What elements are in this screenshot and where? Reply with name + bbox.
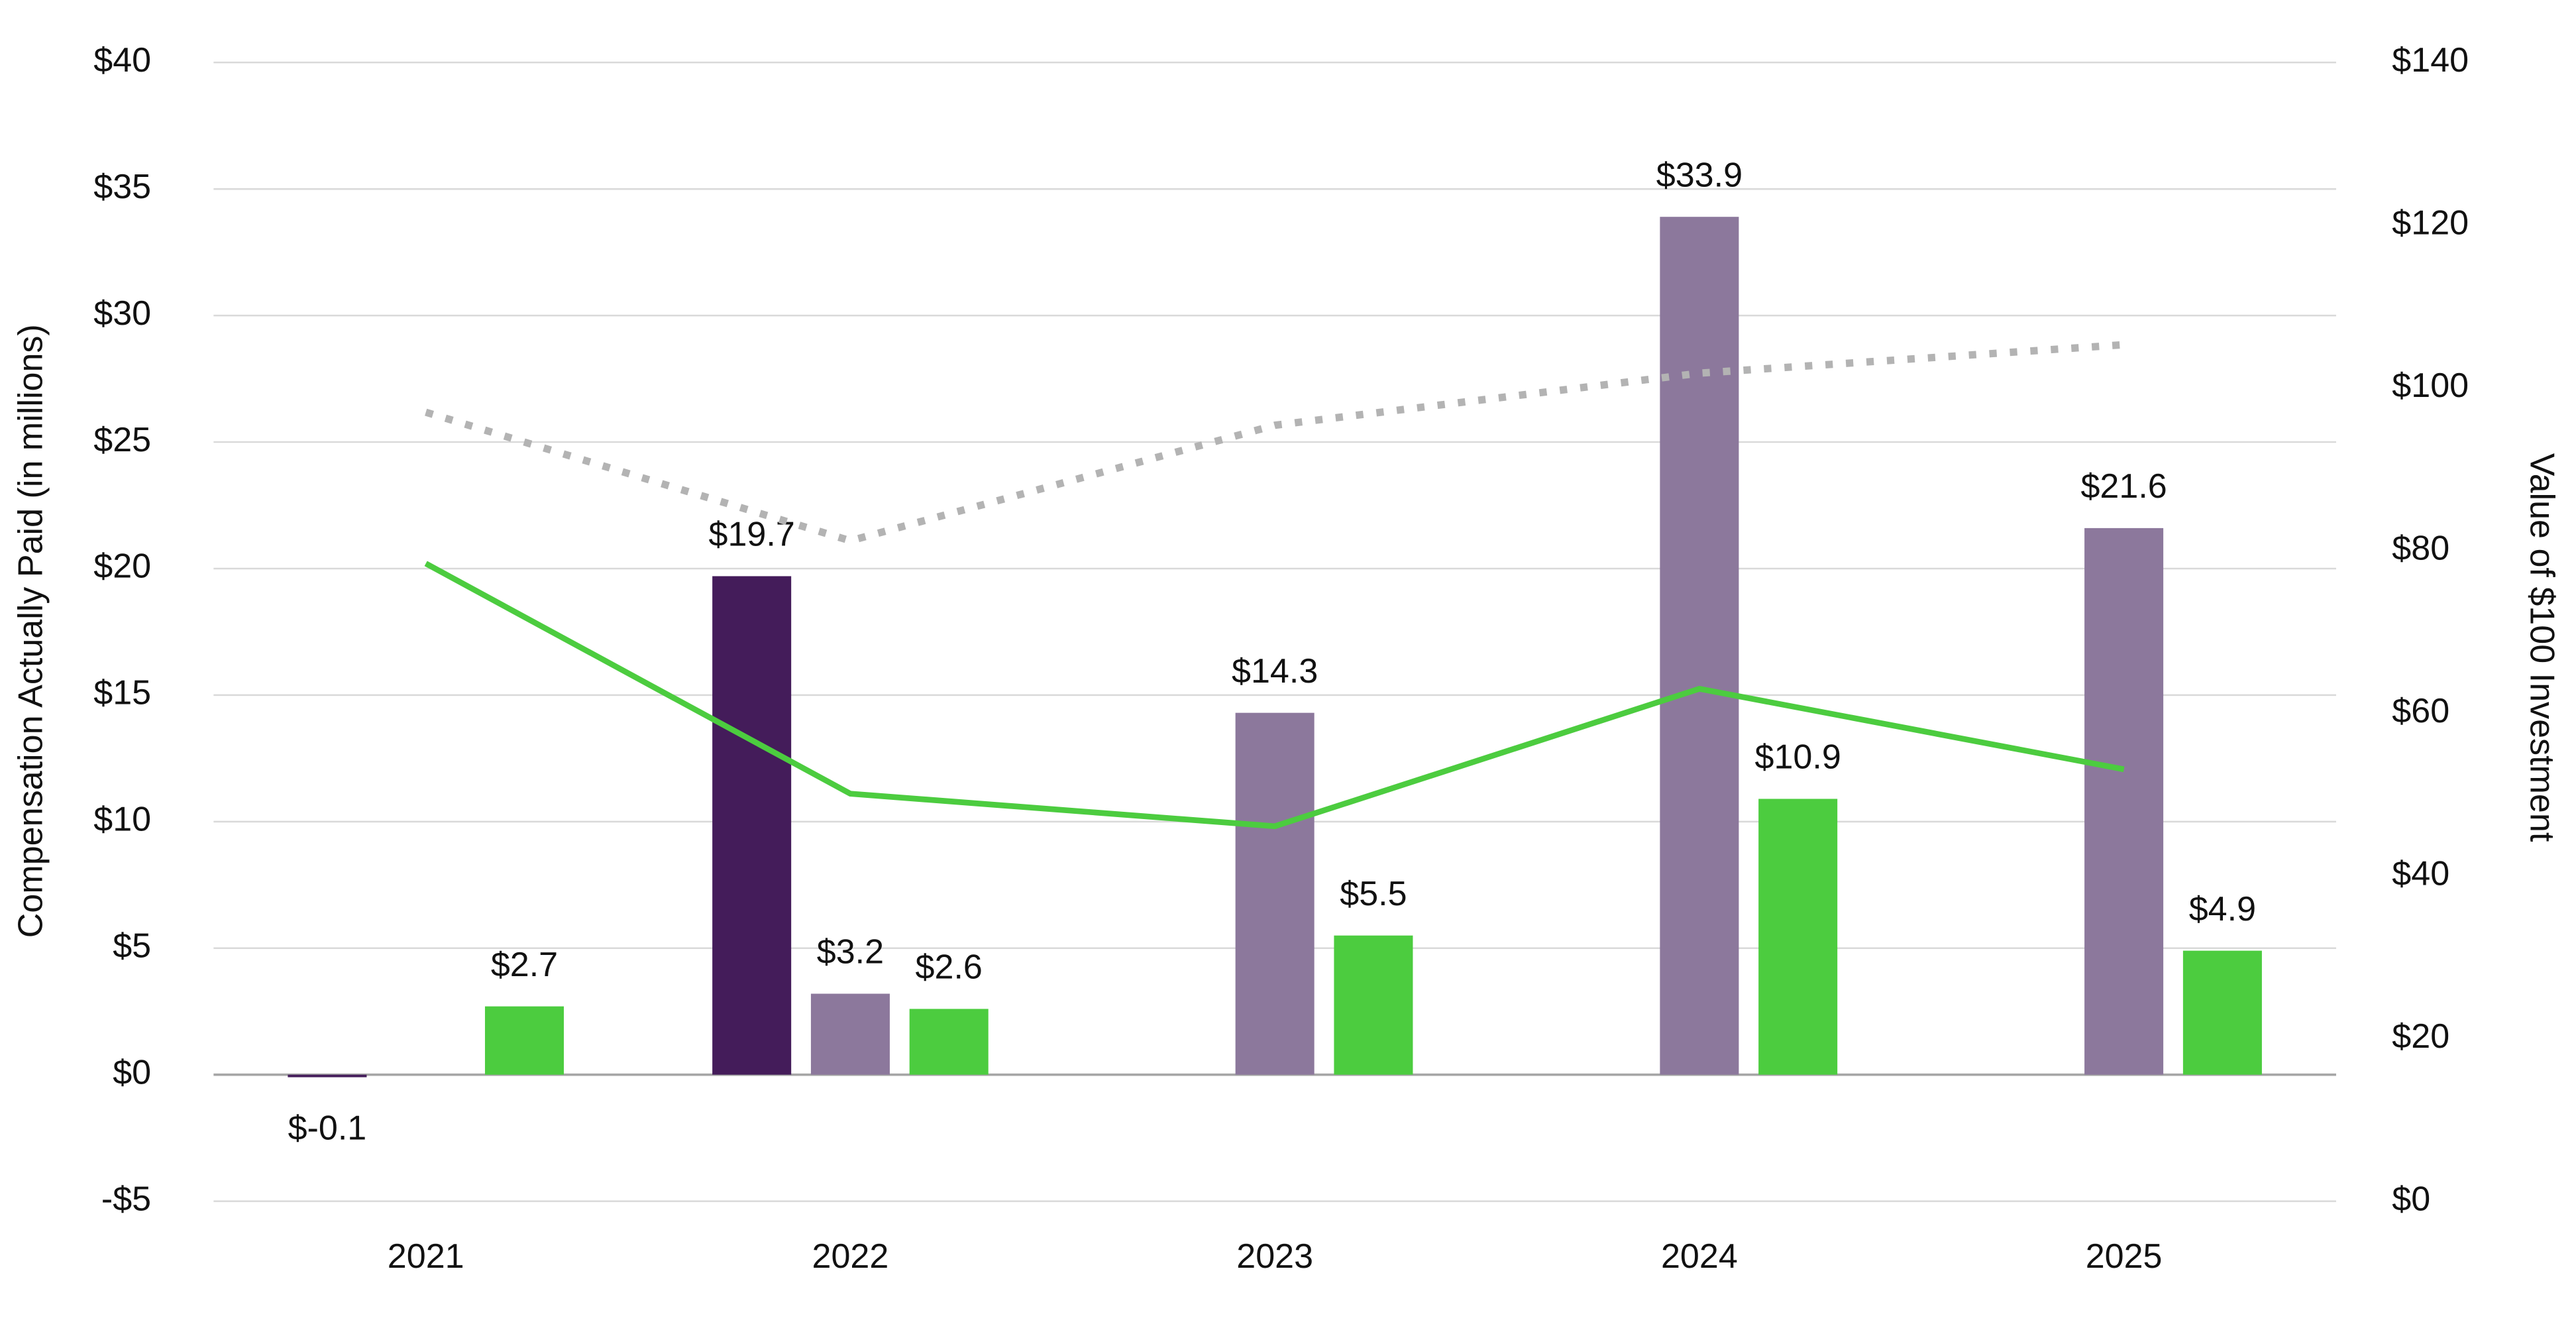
x-tick-label: 2022 [812, 1237, 889, 1276]
data-label: $21.6 [2080, 467, 2167, 506]
x-tick-label: 2025 [2086, 1237, 2163, 1276]
line [425, 341, 2124, 545]
data-label: $-0.1 [288, 1109, 367, 1148]
data-label: $10.9 [1755, 738, 1841, 777]
bar [484, 1006, 564, 1075]
data-label: $14.3 [1232, 652, 1318, 691]
y2-tick-label: $60 [2392, 692, 2449, 730]
x-tick-label: 2023 [1236, 1237, 1313, 1276]
y-tick-label: $25 [93, 421, 151, 459]
data-label: $2.6 [916, 948, 983, 987]
y2-tick-label: $20 [2392, 1017, 2449, 1056]
bar [1758, 799, 1838, 1075]
data-label: $33.9 [1656, 156, 1743, 194]
y-tick-label: $30 [93, 294, 151, 333]
y-tick-label: $10 [93, 801, 151, 839]
bar [1334, 935, 1413, 1075]
x-tick-label: 2024 [1661, 1237, 1738, 1276]
y2-tick-label: $120 [2392, 203, 2469, 242]
data-label: $4.9 [2189, 890, 2256, 928]
bar [2182, 950, 2262, 1075]
bar [712, 576, 792, 1075]
data-label: $3.2 [817, 933, 884, 972]
y-tick-label: -$5 [101, 1180, 151, 1218]
y2-tick-label: $80 [2392, 529, 2449, 567]
y-tick-label: $5 [113, 927, 151, 966]
y-tick-label: $35 [93, 168, 151, 206]
bar [1235, 712, 1315, 1075]
bar [288, 1074, 367, 1078]
y-tick-label: $0 [113, 1053, 151, 1091]
y2-tick-label: $140 [2392, 41, 2469, 80]
bar [909, 1009, 989, 1075]
y2-tick-label: $40 [2392, 854, 2449, 893]
data-label: $5.5 [1340, 875, 1407, 913]
y2-tick-label: $0 [2392, 1180, 2430, 1218]
y-tick-label: $15 [93, 674, 151, 712]
y2-tick-label: $100 [2392, 366, 2469, 405]
bar [810, 993, 890, 1075]
data-label: $2.7 [491, 946, 558, 984]
bar [2084, 528, 2164, 1075]
x-tick-label: 2021 [388, 1237, 464, 1276]
line [424, 561, 2125, 830]
bar [1660, 217, 1739, 1075]
y-tick-label: $40 [93, 41, 151, 80]
y2-axis-label: Value of $100 Investment [2523, 453, 2561, 842]
y-tick-label: $20 [93, 547, 151, 586]
y-axis-label: Compensation Actually Paid (in millions) [11, 324, 50, 938]
